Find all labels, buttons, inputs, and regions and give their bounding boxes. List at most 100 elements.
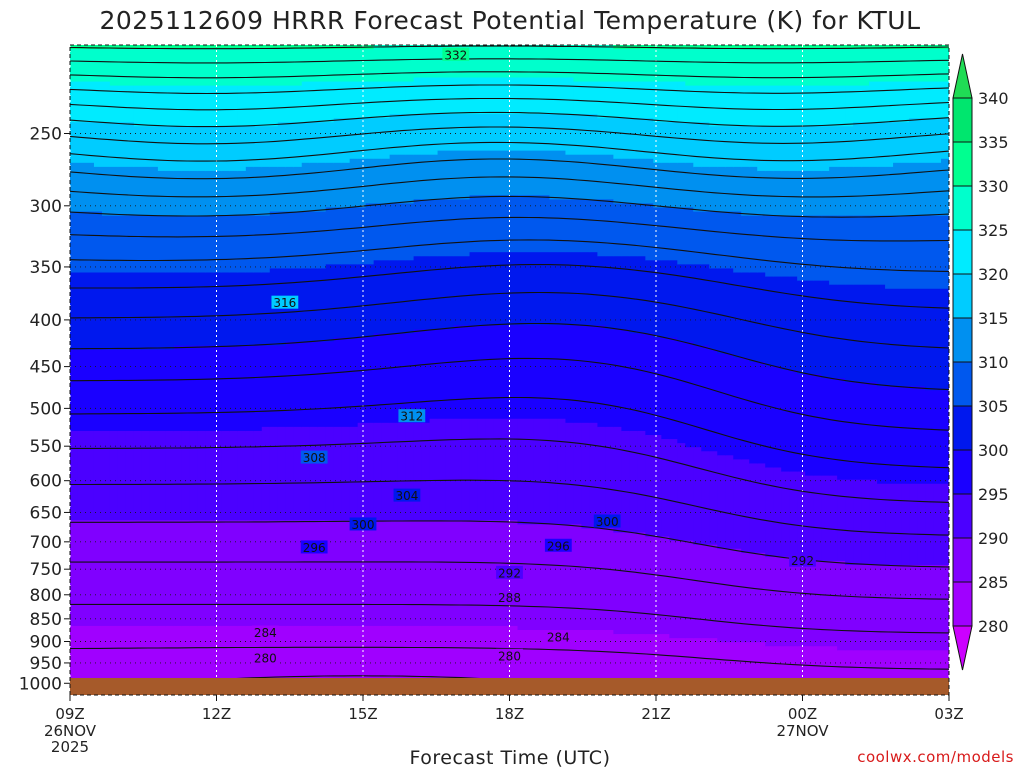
band-cell xyxy=(805,170,814,217)
band-cell xyxy=(117,272,127,351)
band-cell xyxy=(437,114,447,152)
band-cell xyxy=(629,634,638,695)
band-cell xyxy=(277,166,287,213)
band-cell xyxy=(709,85,718,127)
band-cell xyxy=(773,49,782,87)
band-cell xyxy=(149,625,159,695)
band-cell xyxy=(693,264,702,347)
band-cell xyxy=(669,638,678,695)
band-cell xyxy=(901,386,910,485)
band-cell xyxy=(885,122,894,168)
band-cell xyxy=(429,199,439,257)
band-cell xyxy=(925,118,934,164)
band-cell xyxy=(677,49,686,83)
band-cell xyxy=(837,215,846,286)
band-cell xyxy=(757,215,766,274)
band-cell xyxy=(213,45,223,50)
band-cell xyxy=(917,215,926,290)
band-cell xyxy=(133,126,143,168)
band-cell xyxy=(765,646,774,695)
band-cell xyxy=(365,203,375,265)
band-cell xyxy=(837,126,846,168)
band-cell xyxy=(693,345,702,448)
band-cell xyxy=(797,374,806,473)
band-cell xyxy=(421,77,431,115)
band-cell xyxy=(245,272,255,347)
band-cell xyxy=(453,199,463,257)
band-cell xyxy=(237,49,247,87)
band-cell xyxy=(397,154,407,205)
band-cell xyxy=(221,272,231,347)
band-cell xyxy=(901,162,910,217)
band-cell xyxy=(245,126,255,168)
band-cell xyxy=(925,49,934,83)
band-cell xyxy=(933,215,942,290)
contour-label-text: 308 xyxy=(303,451,326,465)
band-cell xyxy=(773,276,782,367)
band-cell xyxy=(309,49,319,83)
band-cell xyxy=(165,349,175,432)
band-cell xyxy=(485,418,495,521)
band-cell xyxy=(365,158,375,205)
band-cell xyxy=(869,284,878,383)
band-cell xyxy=(261,85,271,127)
band-cell xyxy=(437,199,447,257)
band-cell xyxy=(557,150,567,200)
band-cell xyxy=(349,158,359,209)
band-cell xyxy=(493,325,503,420)
band-cell xyxy=(477,325,487,420)
band-cell xyxy=(797,49,806,87)
band-cell xyxy=(869,565,878,651)
band-cell xyxy=(141,215,151,274)
band-cell xyxy=(845,284,854,383)
band-cell xyxy=(173,126,183,172)
band-cell xyxy=(813,45,822,50)
band-cell xyxy=(485,77,495,115)
band-cell xyxy=(93,625,103,695)
band-cell xyxy=(365,81,375,119)
band-cell xyxy=(573,154,583,200)
band-cell xyxy=(877,45,886,50)
band-cell xyxy=(325,341,335,428)
band-cell xyxy=(925,288,934,391)
band-cell xyxy=(341,520,351,627)
band-cell xyxy=(901,49,910,83)
band-cell xyxy=(133,85,143,127)
band-cell xyxy=(317,426,327,521)
band-cell xyxy=(557,114,567,152)
band-cell xyxy=(197,625,207,695)
contour-line xyxy=(70,158,949,180)
band-cell xyxy=(181,49,191,87)
contour-line xyxy=(70,58,949,64)
band-cell xyxy=(293,625,303,695)
band-cell xyxy=(157,625,167,695)
contour-label: 288 xyxy=(496,590,523,605)
band-cell xyxy=(733,272,742,359)
band-cell xyxy=(837,479,846,562)
band-cell xyxy=(885,166,894,217)
band-cell xyxy=(589,252,598,326)
y-tick-label: 600 xyxy=(30,472,62,492)
band-cell xyxy=(653,260,662,339)
band-cell xyxy=(893,288,902,387)
band-cell xyxy=(397,625,407,695)
band-cell xyxy=(757,642,766,695)
band-cell xyxy=(341,337,351,428)
band-cell xyxy=(85,162,95,213)
band-cell xyxy=(189,430,199,521)
band-cell xyxy=(197,45,207,50)
band-cell xyxy=(149,349,159,432)
band-cell xyxy=(333,426,343,521)
band-cell xyxy=(565,630,575,695)
colorbar-segment xyxy=(952,229,973,275)
colorbar-segment xyxy=(952,449,973,495)
band-cell xyxy=(405,260,415,335)
band-cell xyxy=(285,122,295,168)
colorbar-label: 335 xyxy=(978,133,1009,152)
band-cell xyxy=(941,215,949,290)
band-cell xyxy=(77,625,87,695)
colorbar-label: 280 xyxy=(978,617,1009,636)
band-cell xyxy=(653,207,662,261)
band-cell xyxy=(693,544,702,639)
band-cell xyxy=(277,520,287,627)
